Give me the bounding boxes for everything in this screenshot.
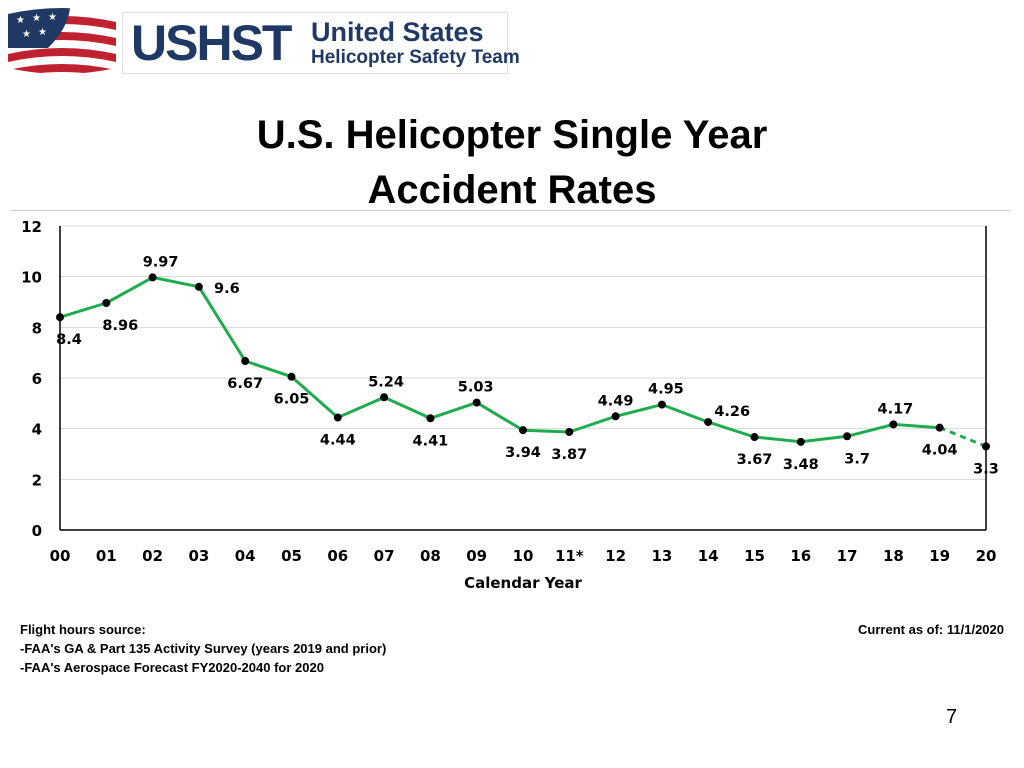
svg-text:★: ★ [22,29,31,40]
current-as-of: Current as of: 11/1/2020 [858,622,1004,637]
x-axis-title: Calendar Year [464,574,582,592]
x-tick-label: 01 [96,547,117,565]
x-tick-label: 17 [837,547,858,565]
data-point [380,393,389,402]
data-point [935,423,944,432]
y-tick-label: 12 [21,218,42,236]
data-label: 6.05 [274,392,310,408]
data-label: 4.49 [598,393,634,409]
data-label: 5.03 [458,380,494,396]
slide-title-line1: U.S. Helicopter Single Year [256,113,768,157]
data-point [982,442,990,451]
x-tick-label: 09 [466,547,487,565]
x-tick-label: 10 [513,547,534,565]
x-tick-label: 08 [420,547,441,565]
data-label: 4.41 [413,433,449,449]
x-tick-label: 19 [929,547,950,565]
series-line [59,275,940,444]
data-point [750,433,759,442]
data-label: 5.24 [368,374,404,390]
data-label: 3.48 [783,457,819,473]
logo-wordmark: USHST United States Helicopter Safety Te… [122,12,520,74]
logo-acronym: USHST [131,15,292,71]
y-tick-label: 6 [32,370,42,388]
svg-text:★: ★ [16,15,25,26]
slide-title-line2: Accident Rates [367,168,657,212]
svg-text:★: ★ [32,13,41,24]
data-label: 4.44 [320,433,356,449]
logo-name-line2: Helicopter Safety Team [311,47,520,68]
data-point [796,437,805,446]
data-label: 3.94 [505,445,541,461]
x-tick-label: 03 [188,547,209,565]
data-point [148,273,157,282]
data-label: 4.17 [878,401,914,417]
y-tick-label: 8 [32,319,42,337]
source-heading: Flight hours source: [20,622,146,637]
data-label: 9.6 [214,281,240,297]
data-point [843,432,852,441]
title-divider [10,210,1010,211]
y-tick-label: 0 [32,522,42,540]
x-tick-label: 15 [744,547,765,565]
x-tick-label: 04 [235,547,256,565]
series-line-forecast-segment [939,426,987,448]
data-point [657,400,666,409]
data-point [889,420,898,429]
data-point [241,357,250,366]
data-point [56,313,64,322]
x-tick-label: 14 [698,547,719,565]
flight-hours-source: Flight hours source: -FAA's GA & Part 13… [20,620,386,677]
data-point [472,398,481,407]
x-tick-label: 12 [605,547,626,565]
data-label: 4.04 [922,443,958,459]
y-tick-label: 4 [32,421,42,439]
svg-text:★: ★ [38,27,47,38]
ushst-logo: ★ ★ ★ ★ ★ USHST United States Helicopter… [8,8,520,74]
x-tick-label: 13 [651,547,672,565]
data-point [102,299,111,308]
data-label: 3.3 [973,461,999,477]
data-label: 9.97 [143,254,179,270]
data-label: 6.67 [227,376,263,392]
x-tick-label: 11* [555,547,584,565]
logo-name-line1: United States [311,17,484,47]
data-label: 4.95 [648,382,684,398]
us-flag-icon: ★ ★ ★ ★ ★ [8,8,116,74]
x-tick-label: 20 [976,547,997,565]
data-point [287,372,296,381]
data-point [333,413,342,422]
data-label: 4.26 [714,404,750,420]
x-tick-label: 00 [50,547,71,565]
data-point [519,426,527,435]
data-point [565,427,574,436]
data-label: 3.7 [844,451,870,467]
data-label: 3.67 [737,452,773,468]
data-point [426,414,435,423]
x-tick-label: 16 [790,547,811,565]
x-tick-label: 07 [374,547,395,565]
slide-title: U.S. Helicopter Single Year Accident Rat… [0,108,1024,218]
data-label: 8.96 [102,318,138,334]
x-tick-label: 05 [281,547,302,565]
data-point [704,418,713,427]
page-number: 7 [946,706,958,728]
source-line-survey: -FAA's GA & Part 135 Activity Survey (ye… [20,641,387,656]
x-tick-label: 06 [327,547,348,565]
source-line-forecast: -FAA's Aerospace Forecast FY2020-2040 fo… [20,660,324,675]
y-tick-label: 10 [21,269,42,287]
data-label: 3.87 [551,447,587,463]
x-tick-label: 18 [883,547,904,565]
x-tick-label: 02 [142,547,163,565]
y-tick-label: 2 [32,471,42,489]
data-label: 8.4 [56,332,82,348]
data-point [611,412,620,421]
svg-text:★: ★ [48,12,57,23]
data-point [194,282,203,291]
